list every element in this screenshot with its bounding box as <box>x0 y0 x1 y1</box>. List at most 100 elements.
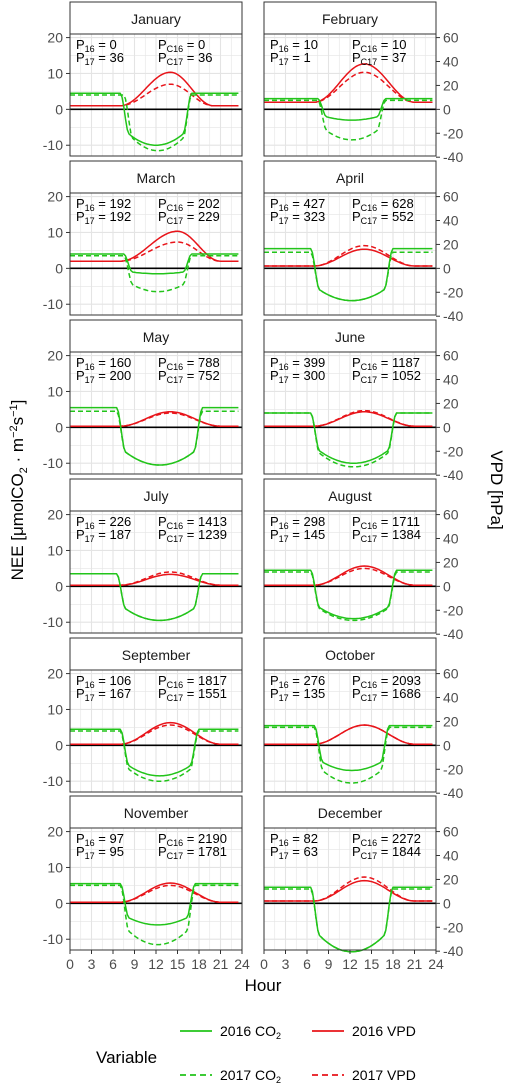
annot-p16: P16 = 226 <box>76 514 131 531</box>
strip-label: November <box>124 805 189 821</box>
legend-label-4: 2017 VPD <box>352 1067 416 1083</box>
strip-july <box>69 478 243 512</box>
legend-entries: 2016 CO2 2016 VPD 2017 CO2 2017 VPD <box>180 1023 416 1085</box>
annot-p17: P17 = 200 <box>76 368 131 385</box>
y-left-tick-label: 20 <box>47 824 63 840</box>
annot-pc17: PC17 = 1052 <box>352 368 421 385</box>
annot-p16: P16 = 106 <box>76 673 131 690</box>
annot-pc17: PC17 = 1844 <box>352 844 421 861</box>
panel-border <box>69 192 243 316</box>
y-right-tick-label: 60 <box>443 348 459 364</box>
x-tick-label: 15 <box>364 956 380 972</box>
y-right-tick-label: 0 <box>443 578 451 594</box>
panel-border <box>263 669 437 793</box>
y-right-tick-label: 40 <box>443 690 459 706</box>
strip-march <box>69 160 243 194</box>
y-axis-title-right: VPD [hPa] <box>487 450 505 529</box>
co2-2016-line <box>264 886 433 953</box>
annot-p16: P16 = 276 <box>270 673 325 690</box>
panel-border <box>69 33 243 157</box>
x-tick-label: 24 <box>428 956 444 972</box>
annot-pc16: PC16 = 1187 <box>352 355 420 372</box>
y-left-tick-label: -10 <box>43 614 63 630</box>
y-left-tick-label: 20 <box>47 348 63 364</box>
y-right-tick-label: 40 <box>443 848 459 864</box>
x-tick-label: 21 <box>407 956 423 972</box>
co2-2016-line <box>264 569 433 620</box>
y-right-tick-label: 60 <box>443 824 459 840</box>
annot-pc16: PC16 = 2190 <box>158 831 227 848</box>
x-tick-label: 21 <box>213 956 229 972</box>
x-tick-label: 9 <box>131 956 139 972</box>
co2-2017-line <box>70 94 239 152</box>
panel-border <box>69 510 243 634</box>
strip-october <box>263 637 437 671</box>
y-left-tick-label: -10 <box>43 455 63 471</box>
annot-pc16: PC16 = 10 <box>352 37 406 54</box>
vpd-2017-line <box>70 83 239 107</box>
vpd-2017-line <box>264 409 433 427</box>
co2-2016-line <box>264 97 433 121</box>
x-tick-label: 12 <box>342 956 358 972</box>
legend-label-1: 2016 CO2 <box>220 1023 281 1041</box>
annot-p17: P17 = 187 <box>76 527 131 544</box>
co2-2017-line <box>70 730 239 782</box>
x-tick-label: 15 <box>170 956 186 972</box>
y-left-tick-label: -10 <box>43 773 63 789</box>
y-right-tick-label: 20 <box>443 77 459 93</box>
annot-pc16: PC16 = 788 <box>158 355 220 372</box>
panel-border <box>263 33 437 157</box>
x-tick-label: 3 <box>88 956 96 972</box>
vpd-2017-line <box>264 71 433 103</box>
legend: Variable 2016 CO2 2016 VPD 2017 CO2 2017 VP… <box>96 1023 416 1085</box>
strip-label: February <box>322 11 378 27</box>
y-left-tick-label: 10 <box>47 224 63 240</box>
annot-p17: P17 = 300 <box>270 368 325 385</box>
y-right-tick-label: -20 <box>443 443 463 459</box>
annot-p16: P16 = 427 <box>270 196 325 213</box>
y-right-tick-label: 40 <box>443 54 459 70</box>
annot-pc17: PC17 = 1686 <box>352 686 421 703</box>
strip-label: March <box>137 170 176 186</box>
strip-label: October <box>325 647 375 663</box>
y-right-tick-label: -20 <box>443 919 463 935</box>
y-axis-title-left: NEE [μmolCO2 · m−2s−1] <box>8 400 30 581</box>
annot-p16: P16 = 192 <box>76 196 131 213</box>
annot-p16: P16 = 298 <box>270 514 325 531</box>
y-left-tick-label: 0 <box>55 419 63 435</box>
annot-p16: P16 = 0 <box>76 37 117 54</box>
annot-p17: P17 = 36 <box>76 50 124 67</box>
annot-pc16: PC16 = 1817 <box>158 673 227 690</box>
strip-label: September <box>122 647 191 663</box>
annot-p16: P16 = 399 <box>270 355 325 372</box>
x-tick-label: 24 <box>234 956 250 972</box>
y-right-tick-label: -40 <box>443 785 463 801</box>
y-left-tick-label: 10 <box>47 542 63 558</box>
y-right-tick-label: -40 <box>443 943 463 959</box>
x-tick-label: 3 <box>282 956 290 972</box>
x-tick-label: 18 <box>191 956 207 972</box>
y-left-tick-label: 0 <box>55 101 63 117</box>
y-right-tick-label: -40 <box>443 626 463 642</box>
annot-p17: P17 = 63 <box>270 844 318 861</box>
y-left-tick-label: 20 <box>47 30 63 46</box>
vpd-2017-line <box>264 876 433 902</box>
y-right-tick-label: 60 <box>443 507 459 523</box>
y-left-tick-label: 10 <box>47 859 63 875</box>
ylabel-main: NEE [μmolCO <box>8 473 27 580</box>
x-tick-label: 6 <box>303 956 311 972</box>
y-left-tick-label: 20 <box>47 189 63 205</box>
strip-may <box>69 319 243 353</box>
strip-january <box>69 1 243 35</box>
y-left-tick-label: 10 <box>47 383 63 399</box>
co2-2017-line <box>264 888 433 953</box>
ylabel-sub1: 2 <box>18 467 30 473</box>
